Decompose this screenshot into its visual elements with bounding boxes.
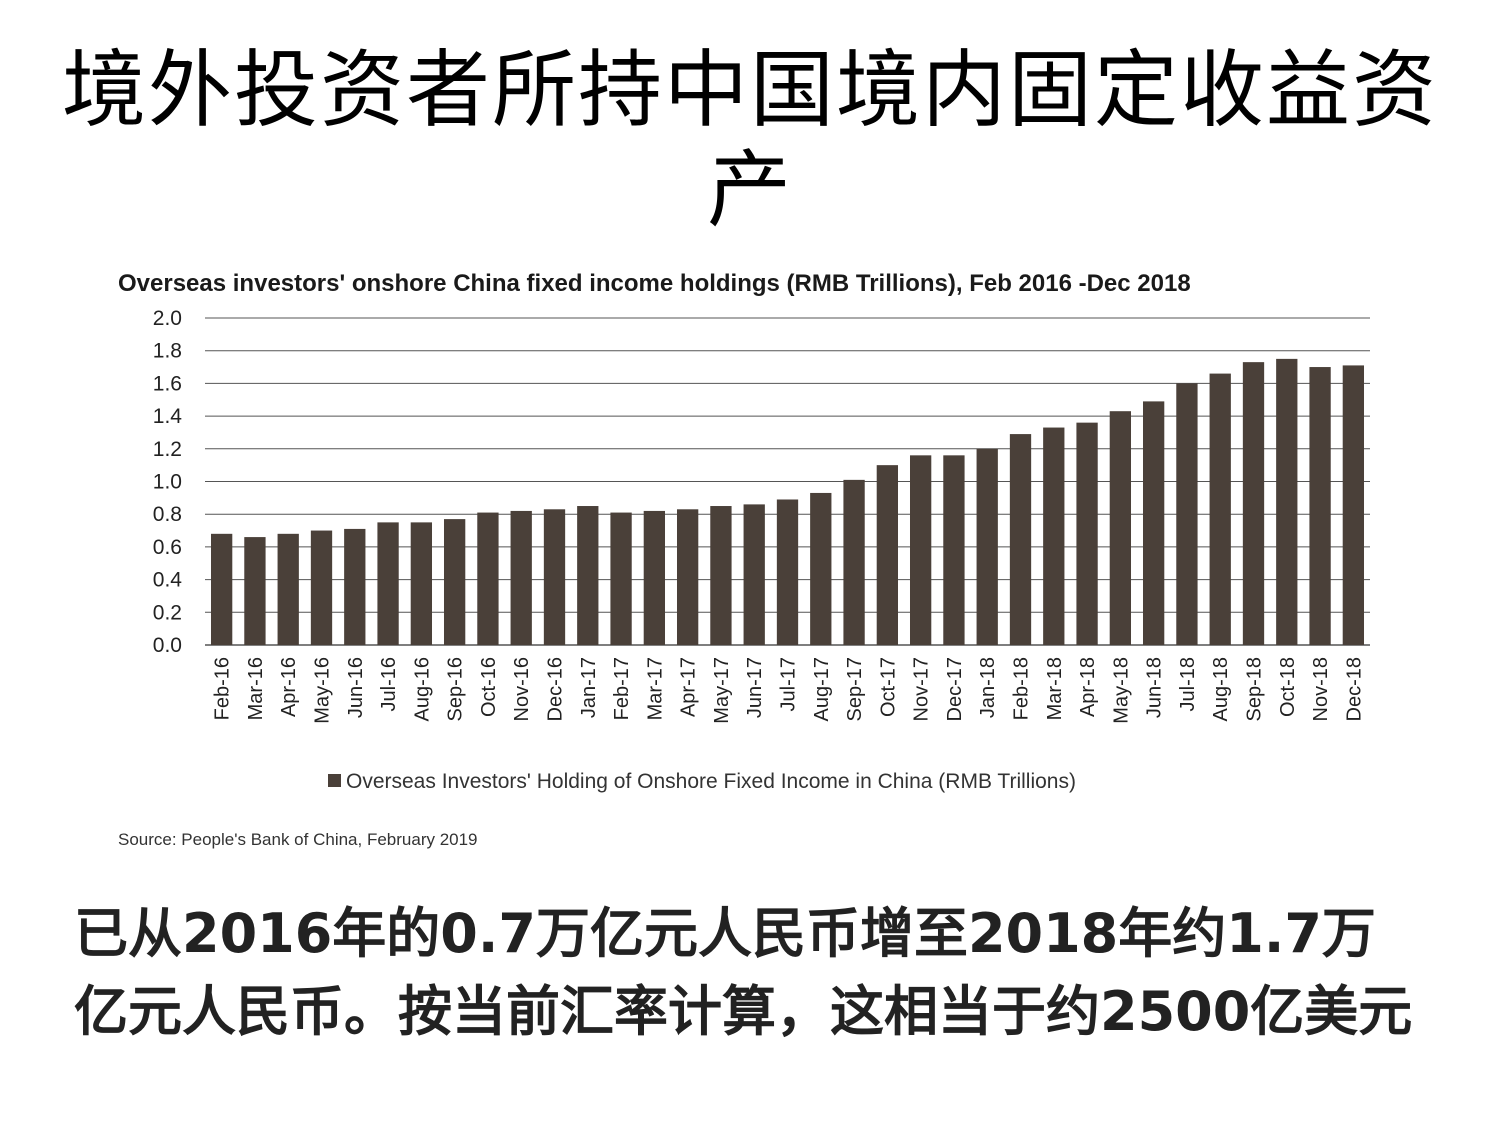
- bar-nov-16: [510, 510, 532, 645]
- x-axis-ticks: Feb-16 Mar-16 Apr-16 May-16 Jun-16 Jul-16 Aug-…: [212, 657, 1366, 724]
- x-tick-label: Dec-16: [545, 657, 567, 721]
- bar-oct-17: [876, 465, 899, 645]
- x-tick-label: Nov-16: [511, 657, 533, 721]
- legend-label: Overseas Investors' Holding of Onshore F…: [346, 770, 1076, 793]
- y-tick-label: 0.4: [153, 569, 183, 592]
- x-tick-label: Sep-18: [1244, 657, 1266, 722]
- x-tick-label: Apr-16: [278, 657, 300, 717]
- bar-sep-18: [1242, 362, 1265, 645]
- legend: Overseas Investors' Holding of Onshore F…: [328, 770, 1076, 793]
- y-tick-label: 1.8: [153, 340, 182, 363]
- bar-jan-18: [976, 448, 998, 645]
- bar-may-18: [1109, 411, 1132, 645]
- bar-may-16: [310, 530, 333, 645]
- chart-source: Source: People's Bank of China, February…: [118, 830, 478, 849]
- x-tick-label: Aug-18: [1210, 657, 1232, 722]
- y-tick-label: 0.8: [153, 503, 182, 526]
- bar-jun-17: [743, 504, 765, 645]
- x-tick-label: Dec-17: [944, 657, 966, 721]
- y-tick-label: 0.2: [153, 601, 182, 624]
- y-tick-label: 1.4: [153, 405, 183, 428]
- y-tick-label: 1.6: [153, 372, 182, 395]
- x-tick-label: Jun-16: [345, 657, 367, 718]
- bar-aug-17: [810, 492, 832, 645]
- x-tick-label: Aug-17: [811, 657, 833, 722]
- slide-title: 境外投资者所持中国境内固定收益资产: [61, 41, 1438, 239]
- y-tick-label: 1.2: [153, 438, 182, 461]
- x-tick-label: Jul-16: [378, 657, 400, 711]
- x-tick-label: Jun-18: [1144, 657, 1166, 718]
- slide-caption: 已从2016年的0.7万亿元人民币增至2018年约1.7万亿元人民币。按当前汇率…: [74, 902, 1413, 1043]
- x-tick-label: May-16: [312, 657, 334, 724]
- x-tick-label: Jun-17: [744, 657, 766, 718]
- bar-oct-18: [1276, 358, 1298, 645]
- x-tick-label: Mar-17: [644, 657, 666, 720]
- bar-feb-18: [1009, 434, 1032, 645]
- bar-chart: 0.0 0.2 0.4 0.6 0.8 1.0 1.2 1.4 1.6 1.8 2.0 Feb-16…: [153, 307, 1370, 793]
- bar-jul-16: [377, 522, 399, 645]
- bar-aug-18: [1209, 373, 1231, 645]
- bar-nov-17: [909, 455, 932, 645]
- y-tick-label: 1.0: [153, 471, 182, 494]
- y-tick-label: 2.0: [153, 307, 182, 330]
- y-axis-ticks: 0.0 0.2 0.4 0.6 0.8 1.0 1.2 1.4 1.6 1.8 2.0: [153, 307, 183, 657]
- bar-jul-18: [1176, 383, 1198, 645]
- x-tick-label: Feb-18: [1011, 657, 1033, 720]
- bar-dec-18: [1342, 365, 1365, 645]
- x-tick-label: May-17: [711, 657, 733, 724]
- bar-feb-17: [610, 512, 632, 645]
- x-tick-label: Jul-17: [778, 657, 800, 711]
- chart-title: Overseas investors' onshore China fixed …: [118, 270, 1191, 297]
- x-tick-label: Aug-16: [411, 657, 433, 722]
- y-tick-label: 0.0: [153, 634, 182, 657]
- x-tick-label: Nov-17: [911, 657, 933, 721]
- bars: [210, 358, 1365, 645]
- bar-nov-18: [1309, 367, 1331, 645]
- bar-sep-16: [443, 519, 466, 645]
- x-tick-label: Jan-17: [578, 657, 600, 718]
- x-tick-label: Jan-18: [977, 657, 999, 718]
- x-tick-label: Dec-18: [1343, 657, 1365, 721]
- legend-swatch: [328, 774, 341, 787]
- bar-jun-18: [1142, 401, 1165, 645]
- x-tick-label: Oct-16: [478, 657, 500, 717]
- x-tick-label: Feb-16: [212, 657, 234, 720]
- bar-jul-17: [776, 499, 799, 645]
- bar-apr-17: [676, 509, 699, 645]
- x-tick-label: Mar-16: [245, 657, 267, 720]
- bar-apr-16: [277, 533, 299, 645]
- x-tick-label: Apr-17: [678, 657, 700, 717]
- bar-dec-16: [543, 509, 566, 645]
- x-tick-label: May-18: [1110, 657, 1132, 724]
- bar-mar-16: [244, 537, 266, 645]
- bar-may-17: [710, 506, 732, 645]
- x-tick-label: Sep-16: [445, 657, 467, 722]
- bar-sep-17: [843, 479, 865, 645]
- bar-aug-16: [410, 522, 433, 645]
- bar-jun-16: [344, 528, 366, 645]
- x-tick-label: Feb-17: [611, 657, 633, 720]
- x-tick-label: Mar-18: [1044, 657, 1066, 720]
- bar-feb-16: [210, 533, 233, 645]
- x-tick-label: Oct-17: [877, 657, 899, 717]
- bar-jan-17: [577, 506, 599, 645]
- bar-oct-16: [477, 512, 499, 645]
- x-tick-label: Apr-18: [1077, 657, 1099, 717]
- bar-apr-18: [1076, 422, 1098, 645]
- y-tick-label: 0.6: [153, 536, 182, 559]
- x-tick-label: Oct-18: [1277, 657, 1299, 717]
- bar-dec-17: [943, 455, 965, 645]
- x-tick-label: Sep-17: [844, 657, 866, 722]
- bar-mar-18: [1043, 427, 1065, 645]
- x-tick-label: Jul-18: [1177, 657, 1199, 711]
- bar-mar-17: [643, 510, 666, 645]
- x-tick-label: Nov-18: [1310, 657, 1332, 721]
